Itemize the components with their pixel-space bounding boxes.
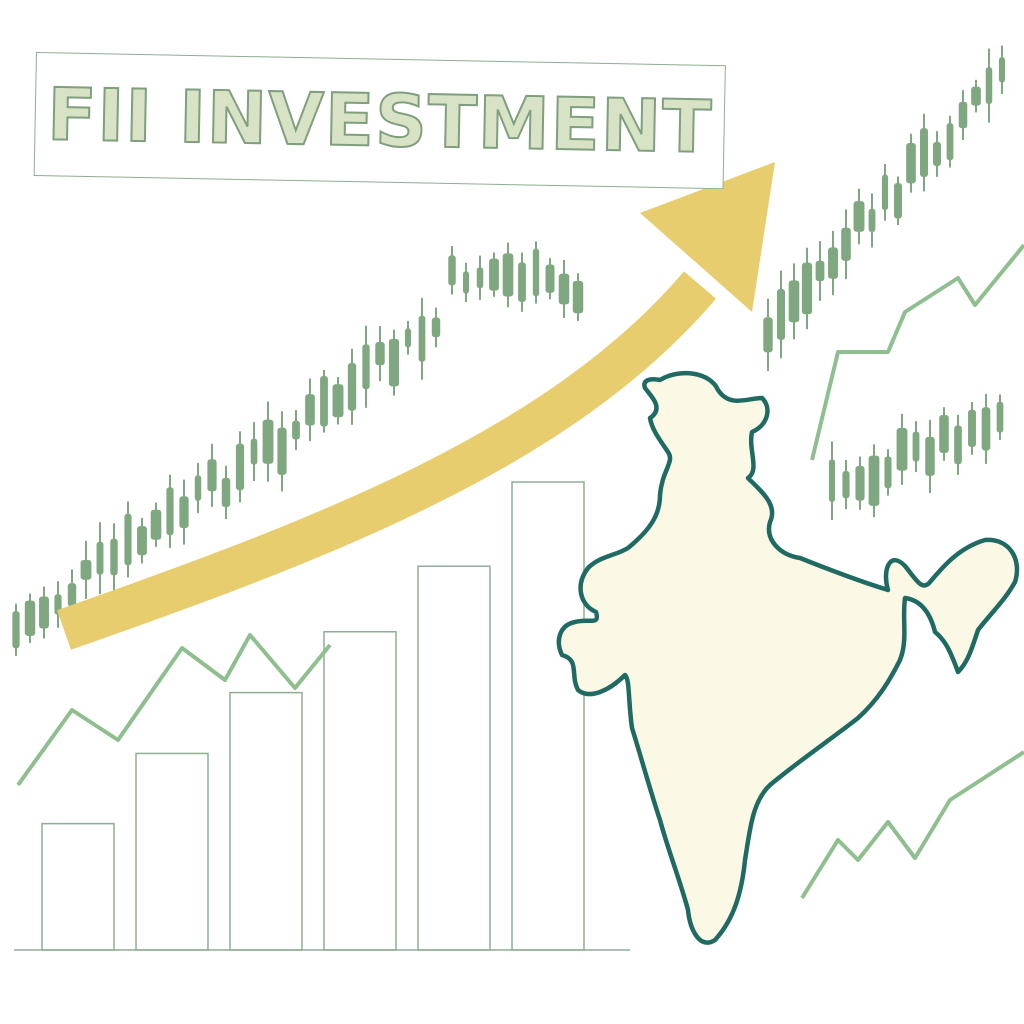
candle-body — [362, 344, 370, 390]
candle-body — [277, 427, 287, 475]
candle-body — [166, 487, 174, 536]
candle-body — [998, 56, 1006, 83]
candle-body — [853, 201, 865, 232]
candle-body — [545, 264, 555, 293]
rising-arrow-icon — [57, 162, 775, 650]
candlestick-chart — [12, 45, 1006, 656]
candle-body — [39, 596, 49, 629]
candle-body — [906, 143, 916, 184]
candle-body — [828, 247, 838, 279]
candle-body — [788, 280, 800, 323]
candle-body — [448, 255, 456, 286]
candle-body — [80, 560, 92, 580]
candle-body — [981, 407, 991, 451]
candle-body — [996, 401, 1004, 433]
candle-body — [842, 470, 850, 499]
candle-body — [207, 459, 217, 492]
candle-body — [67, 583, 77, 607]
candle-body — [179, 496, 189, 528]
candle-body — [532, 248, 540, 297]
candle-body — [12, 611, 20, 649]
candle-body — [932, 141, 942, 167]
candle-body — [462, 271, 470, 294]
candle-body — [912, 431, 920, 462]
bar-chart — [41, 481, 585, 951]
candle-body — [954, 425, 962, 465]
candle-body — [572, 280, 584, 314]
candle-body — [418, 315, 426, 362]
candle-body — [305, 394, 315, 426]
page-title: FII INVESTMENT — [46, 71, 714, 170]
candle-body — [404, 328, 412, 348]
candle-body — [502, 253, 514, 297]
bar — [511, 481, 585, 951]
candle-body — [985, 67, 993, 104]
candle-body — [110, 538, 118, 576]
candle-body — [939, 415, 949, 453]
candle-body — [518, 262, 526, 303]
candle-body — [150, 509, 162, 540]
candle-body — [558, 273, 570, 305]
candle-body — [971, 86, 981, 106]
candle-body — [431, 317, 441, 338]
candle-body — [896, 428, 908, 471]
candle-body — [96, 541, 104, 575]
candle-body — [137, 526, 147, 556]
candle-body — [920, 128, 928, 177]
candle-body — [881, 174, 889, 211]
title-banner: FII INVESTMENT — [33, 52, 726, 190]
trend-line-left — [16, 633, 332, 787]
candle-body — [828, 459, 836, 503]
candle-body — [868, 208, 876, 232]
candle-body — [262, 419, 274, 464]
candle-body — [489, 258, 499, 291]
candle-body — [332, 384, 344, 418]
candle-body — [894, 183, 902, 219]
trend-line-right-lower — [800, 750, 1024, 900]
bar — [323, 631, 397, 951]
trend-line-right-upper — [810, 243, 1024, 461]
candle-body — [375, 342, 385, 366]
candle-body — [320, 375, 328, 427]
candle-body — [958, 101, 968, 129]
candle-body — [250, 438, 258, 465]
candle-body — [221, 477, 231, 507]
candle-body — [841, 227, 851, 261]
candle-body — [855, 465, 865, 501]
india-map-icon — [556, 371, 1020, 945]
bar — [417, 565, 491, 951]
bar — [41, 822, 115, 951]
candle-body — [194, 475, 202, 501]
candle-body — [763, 317, 773, 353]
candle-body — [235, 443, 245, 491]
candle-body — [347, 362, 357, 411]
candle-body — [292, 420, 300, 440]
candle-body — [884, 456, 892, 489]
candle-body — [868, 455, 880, 506]
candle-body — [388, 338, 400, 387]
candle-body — [24, 600, 36, 636]
candle-body — [801, 262, 813, 315]
candle-body — [946, 122, 954, 161]
candle-body — [815, 260, 825, 282]
candle-body — [968, 409, 976, 448]
candle-body — [776, 289, 786, 340]
candle-body — [124, 513, 132, 566]
candle-body — [925, 436, 935, 476]
candle-body — [476, 267, 484, 289]
bar — [135, 752, 209, 951]
bar — [229, 691, 303, 951]
